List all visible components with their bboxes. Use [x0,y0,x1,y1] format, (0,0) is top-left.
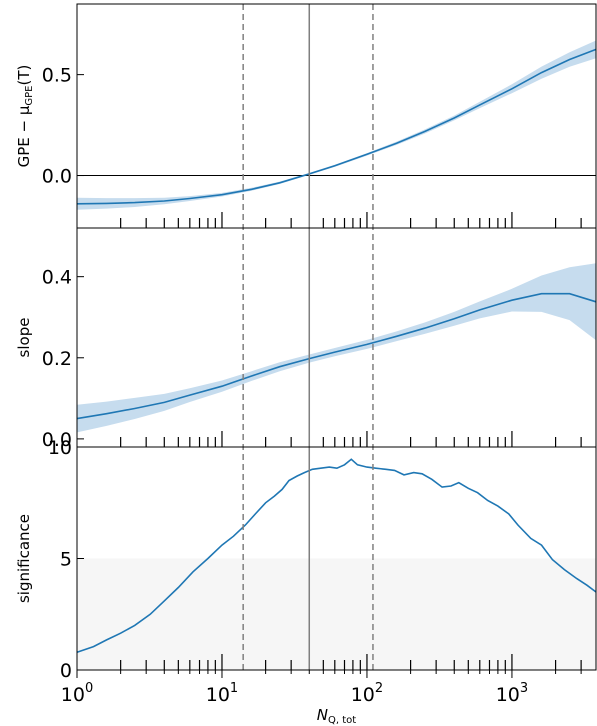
y-tick-label: 0.2 [42,348,72,370]
y-axis-label-top: GPE − μGPE(T) [15,65,35,168]
y-axis-label-middle: slope [15,318,33,358]
series-line-top [76,48,597,205]
y-tick-label: 0.0 [42,429,72,451]
y-tick-label: 0.5 [42,65,72,87]
series-line-middle [76,292,597,420]
data-layer [76,40,597,653]
series-line-bottom [76,458,597,653]
y-tick-label: 10 [48,437,72,459]
x-tick-label: 103 [496,681,528,706]
panel-frame-top [76,3,597,229]
y-tick-label: 0.0 [42,166,72,188]
y-tick-label: 0.4 [42,267,72,289]
panel-frame-middle [76,227,597,448]
confidence-band-top [77,40,596,210]
y-tick-label: 5 [60,549,72,571]
x-tick-label: 102 [351,681,383,706]
x-tick-label: 100 [61,681,93,706]
reference-lines [242,4,374,670]
y-tick-label: 0 [60,660,72,682]
confidence-band-middle [77,263,596,433]
panel-frame-bottom [76,446,597,671]
x-tick-label: 101 [206,681,238,706]
x-axis-label: NQ, tot [317,706,357,726]
y-axis-label-bottom: significance [15,514,33,603]
axes-layer: 0.0 0.5 GPE − μGPE(T) 0.0 0.2 0.4 slope 0 5 10 sig… [15,3,597,726]
significance-band-5 [77,558,596,670]
background-layer [77,558,596,670]
